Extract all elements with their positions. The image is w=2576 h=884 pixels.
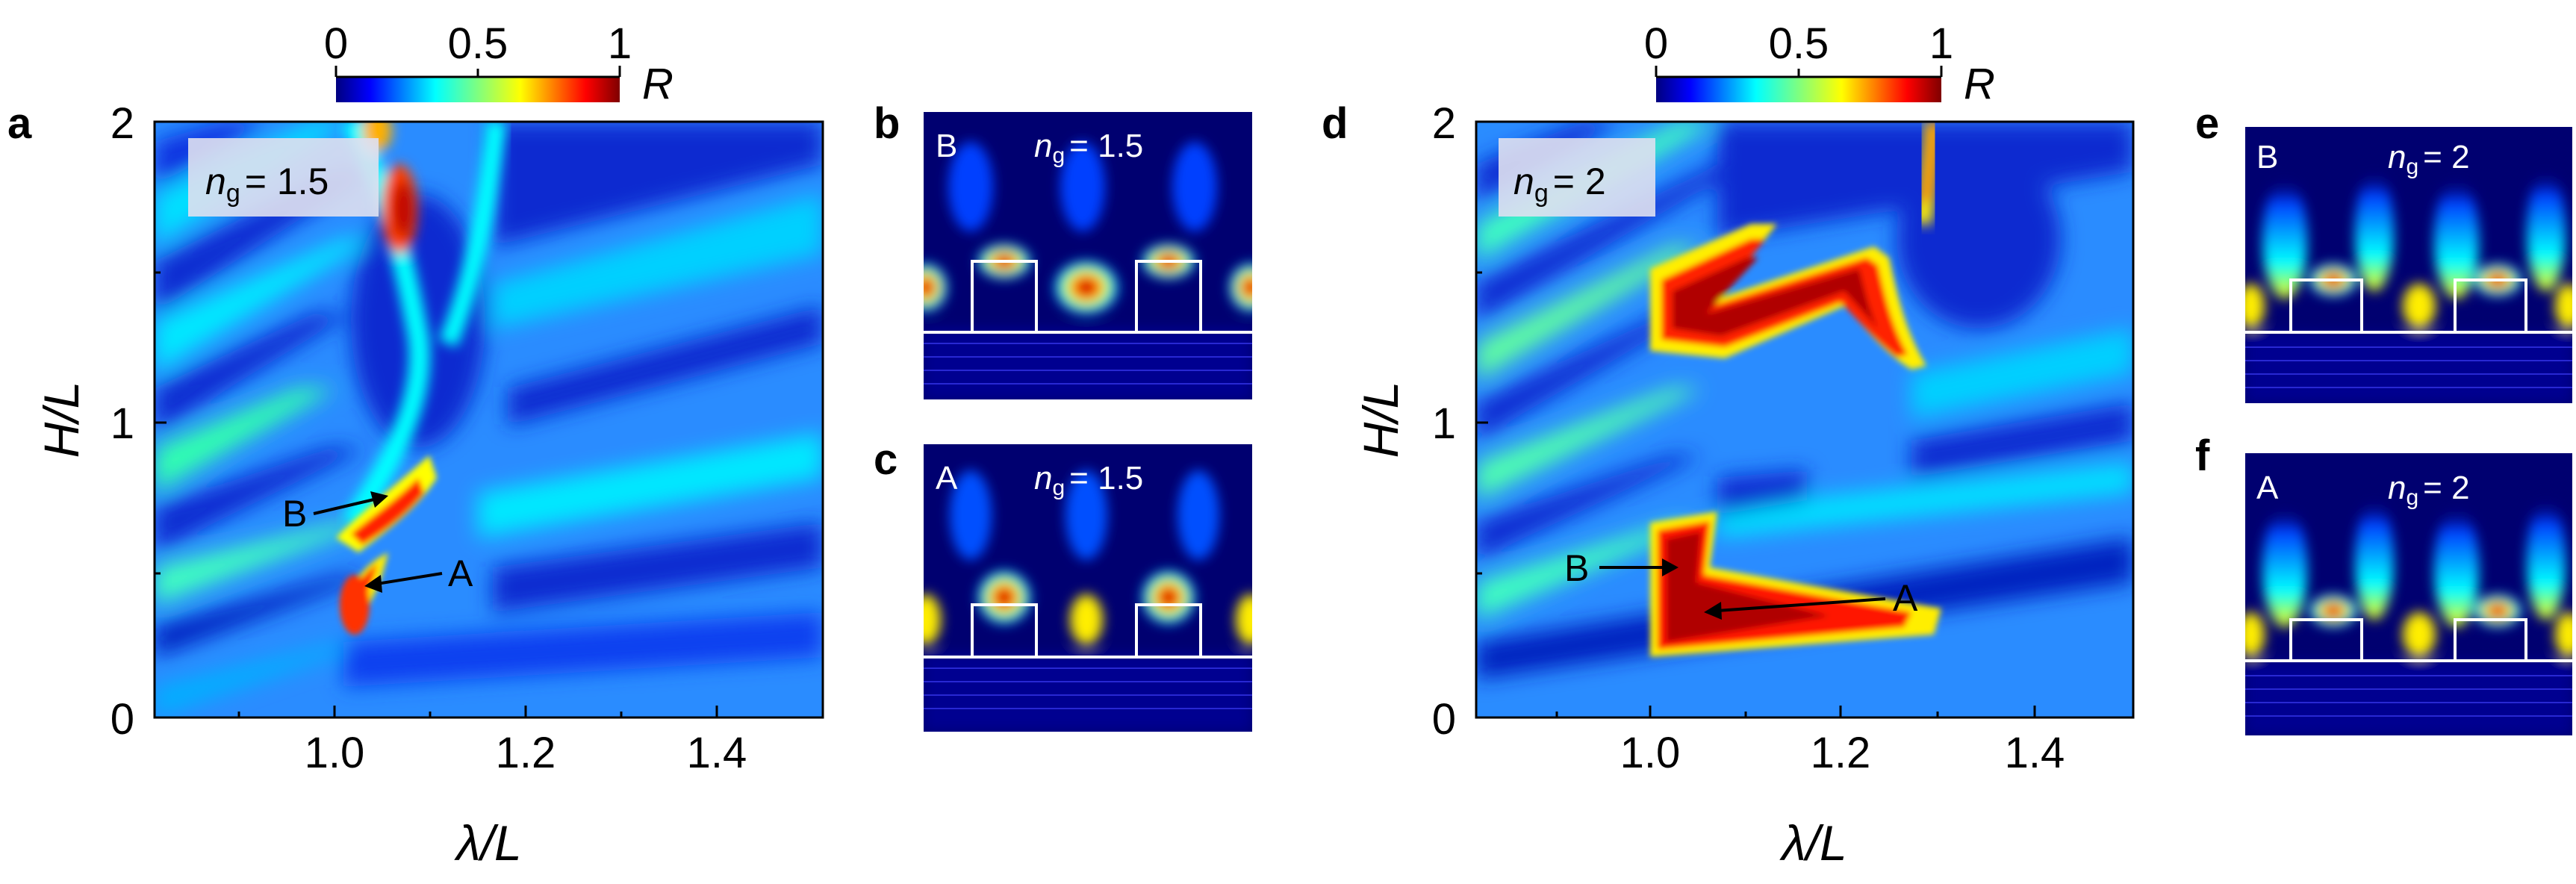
panel-letter-d: d [1322, 99, 1348, 148]
x-tick-1-0: 1.0 [305, 729, 365, 777]
y-axis-title-a: H/L [34, 382, 89, 458]
ng-label-box [188, 138, 379, 217]
colorbar-label: R [1964, 60, 1995, 108]
y-tick-1: 1 [1432, 399, 1456, 448]
colorbar-tick-0: 0 [324, 19, 348, 68]
colorbar-gradient [1656, 77, 1941, 102]
colorbar-gradient [336, 77, 620, 102]
x-tick-1-4: 1.4 [2005, 729, 2065, 777]
marker-a: A [448, 552, 473, 594]
colorbar-tick-1: 1 [608, 19, 632, 68]
heatmap-a: ng = 1.5 [155, 122, 823, 718]
ng-label-box [1499, 138, 1655, 217]
field-map-f: A ng = 2 [2245, 453, 2572, 735]
colorbar-label: R [642, 60, 673, 108]
colorbar-tick-0-5: 0.5 [448, 19, 508, 68]
field-map-e: B ng = 2 [2245, 127, 2572, 403]
field-map-c: A ng = 1.5 [924, 444, 1252, 732]
ng-label: ng = 1.5 [205, 161, 329, 208]
plot-frame-a [153, 120, 824, 719]
y-tick-1: 1 [111, 399, 134, 448]
x-axis-title-a: λ/L [454, 815, 522, 871]
mode-label: B [936, 128, 957, 164]
colorbar-1: 0 0.5 1 R [324, 19, 673, 108]
y-axis-title-d: H/L [1353, 382, 1408, 458]
ng-label: ng = 1.5 [1034, 460, 1143, 500]
y-tick-2: 2 [111, 99, 134, 148]
panel-letter-c: c [874, 435, 897, 484]
panel-letter-a: a [7, 99, 32, 148]
x-axis-title-d: λ/L [1779, 815, 1847, 871]
panel-letter-e: e [2195, 99, 2219, 148]
colorbar-tick-0-5: 0.5 [1769, 19, 1829, 68]
markers-a: B A [282, 491, 473, 594]
axis-ticks-a [155, 271, 718, 718]
x-tick-1-4: 1.4 [687, 729, 747, 777]
y-tick-0: 0 [1432, 695, 1456, 744]
field-map-b: B ng = 1.5 [924, 112, 1252, 399]
heatmap-d: ng = 2 [1476, 122, 2133, 718]
mode-label: A [2256, 470, 2279, 506]
x-tick-1-2: 1.2 [1811, 729, 1871, 777]
y-tick-2: 2 [1432, 99, 1456, 148]
ng-label: ng = 2 [2388, 470, 2470, 510]
ng-label: ng = 2 [2388, 139, 2470, 179]
ng-label: ng = 1.5 [1034, 128, 1143, 168]
colorbar-tick-0: 0 [1644, 19, 1668, 68]
markers-d: B A [1564, 547, 1918, 620]
marker-b: B [1564, 547, 1589, 589]
axis-ticks-d [1476, 271, 2036, 718]
panel-letter-b: b [874, 99, 900, 148]
y-tick-0: 0 [111, 695, 134, 744]
colorbar-2: 0 0.5 1 R [1644, 19, 1995, 108]
x-tick-1-0: 1.0 [1620, 729, 1681, 777]
mode-label: B [2256, 139, 2278, 175]
x-tick-1-2: 1.2 [496, 729, 556, 777]
marker-a: A [1893, 577, 1918, 619]
colorbar-tick-1: 1 [1929, 19, 1953, 68]
ng-label: ng = 2 [1513, 161, 1606, 208]
marker-b: B [282, 493, 307, 535]
mode-label: A [936, 460, 958, 497]
panel-letter-f: f [2195, 432, 2210, 480]
plot-frame-d [1475, 120, 2135, 719]
